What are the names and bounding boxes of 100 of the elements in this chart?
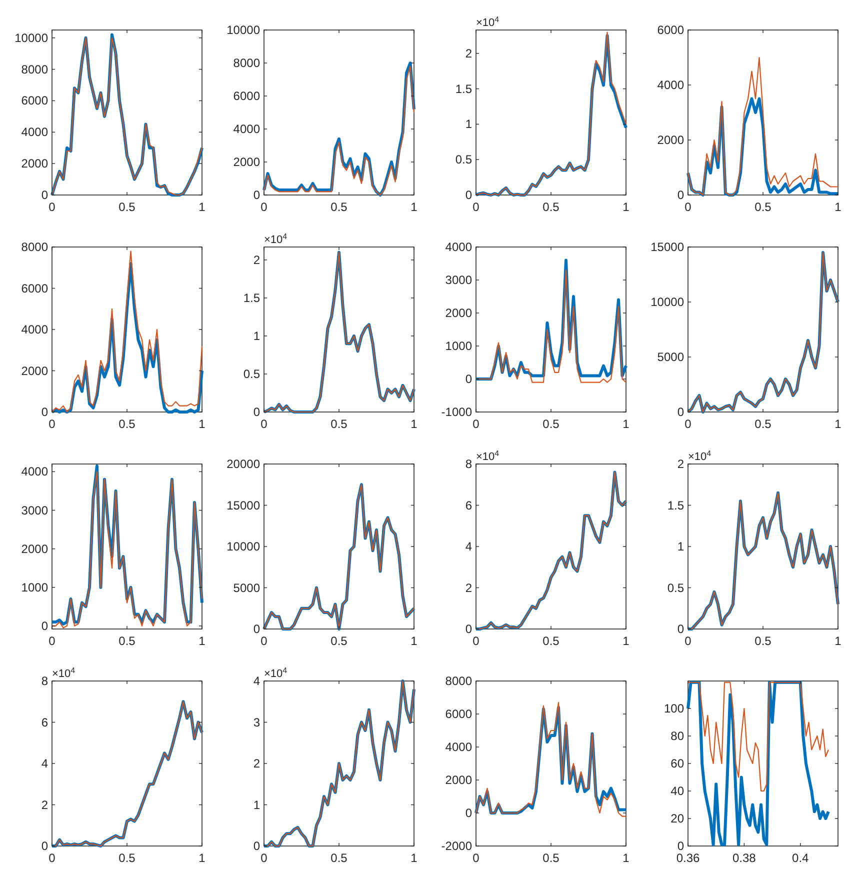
x-tick-label: 0.5 bbox=[330, 634, 348, 648]
y-tick-label: 2000 bbox=[233, 155, 260, 169]
y-tick-label: 0 bbox=[465, 806, 472, 820]
y-tick-label: 0.5 bbox=[243, 366, 260, 381]
x-tick-label: 0.5 bbox=[330, 200, 348, 214]
y-tick-label: 80 bbox=[670, 729, 684, 743]
x-tick-label: 0.38 bbox=[732, 851, 756, 865]
y-tick-label: 0 bbox=[465, 188, 472, 202]
y-tick-label: 4000 bbox=[445, 240, 472, 254]
y-tick-label: 10000 bbox=[226, 540, 260, 554]
y-tick-label: 4000 bbox=[445, 740, 472, 754]
y-tick-label: 0.5 bbox=[667, 580, 684, 595]
y-tick-label: 6000 bbox=[445, 707, 472, 721]
x-tick-label: 0.5 bbox=[118, 417, 136, 431]
y-tick-label: 0.5 bbox=[455, 152, 472, 167]
y-tick-label: 6000 bbox=[233, 89, 260, 103]
y-tick-label: 8000 bbox=[21, 240, 48, 254]
y-tick-label: 10000 bbox=[14, 30, 48, 45]
x-tick-label: 1 bbox=[834, 417, 842, 431]
y-tick-label: 0 bbox=[465, 372, 472, 386]
x-tick-label: 1 bbox=[410, 634, 418, 648]
y-tick-label: 15000 bbox=[650, 240, 684, 254]
y-tick-label: 0 bbox=[41, 618, 48, 633]
y-tick-label: 5000 bbox=[657, 350, 684, 364]
x-tick-label: 1 bbox=[198, 851, 206, 865]
x-tick-label: 1 bbox=[198, 634, 206, 648]
x-tick-label: 0.5 bbox=[754, 417, 772, 431]
y-tick-label: 2 bbox=[465, 580, 472, 595]
x-tick-label: 1 bbox=[834, 634, 842, 648]
y-tick-label: 10000 bbox=[226, 23, 260, 37]
x-tick-label: 0.5 bbox=[754, 200, 772, 214]
y-tick-label: 15000 bbox=[226, 498, 260, 512]
y-tick-label: 1.5 bbox=[667, 498, 684, 512]
x-tick-label: 0.5 bbox=[118, 634, 136, 648]
y-tick-label: 100 bbox=[664, 702, 684, 716]
text: ×10$^{4}$ bbox=[476, 448, 500, 463]
y-tick-label: 2 bbox=[253, 252, 260, 267]
y-tick-label: 2 bbox=[41, 798, 48, 812]
y-tick-label: 20000 bbox=[226, 457, 260, 471]
text: ×10$^{4}$ bbox=[476, 14, 500, 29]
y-tick-label: 2 bbox=[677, 457, 684, 471]
y-tick-label: 20 bbox=[670, 812, 684, 826]
x-tick-label: 1 bbox=[198, 417, 206, 431]
y-tick-label: 6000 bbox=[21, 281, 48, 296]
text: ×10$^{4}$ bbox=[264, 666, 288, 680]
y-tick-label: 5000 bbox=[233, 580, 260, 595]
y-tick-label: 1 bbox=[253, 328, 260, 343]
x-tick-label: 0.5 bbox=[542, 851, 560, 865]
y-tick-label: 2000 bbox=[657, 133, 684, 147]
y-tick-label: 0 bbox=[41, 188, 48, 202]
y-tick-label: 60 bbox=[670, 756, 684, 770]
y-tick-label: 2 bbox=[253, 756, 260, 770]
y-tick-label: 8000 bbox=[21, 62, 48, 76]
y-tick-label: 4000 bbox=[21, 322, 48, 336]
y-tick-label: 1.5 bbox=[243, 290, 260, 305]
y-tick-label: 4000 bbox=[21, 464, 48, 479]
y-tick-label: 8000 bbox=[233, 56, 260, 70]
y-tick-label: 3000 bbox=[445, 273, 472, 287]
y-tick-label: 0 bbox=[253, 405, 260, 419]
x-tick-label: 1 bbox=[622, 634, 630, 648]
y-tick-label: 0 bbox=[677, 405, 684, 419]
y-tick-label: 2 bbox=[465, 46, 472, 60]
x-tick-label: 0.4 bbox=[792, 851, 810, 865]
y-tick-label: 6 bbox=[465, 498, 472, 512]
y-tick-label: 0 bbox=[253, 839, 260, 853]
x-tick-label: 1 bbox=[622, 417, 630, 431]
y-tick-label: 2000 bbox=[21, 364, 48, 378]
y-tick-label: 4 bbox=[253, 674, 260, 688]
y-tick-label: 0 bbox=[677, 188, 684, 202]
x-tick-label: 0.5 bbox=[330, 417, 348, 431]
x-tick-label: 0.5 bbox=[754, 634, 772, 648]
y-tick-label: 1.5 bbox=[455, 82, 472, 96]
x-tick-label: 1 bbox=[410, 417, 418, 431]
x-tick-label: 0.5 bbox=[118, 200, 136, 214]
y-tick-label: 6000 bbox=[657, 23, 684, 37]
x-tick-label: 1 bbox=[622, 851, 630, 865]
x-tick-label: 0.5 bbox=[118, 851, 136, 865]
y-tick-label: 8000 bbox=[445, 674, 472, 688]
y-tick-label: -2000 bbox=[441, 839, 472, 853]
text: ×10$^{4}$ bbox=[52, 666, 76, 680]
x-tick-label: 0.5 bbox=[542, 200, 560, 214]
y-tick-label: 4 bbox=[465, 540, 472, 554]
x-tick-label: 1 bbox=[198, 200, 206, 214]
y-tick-label: 0 bbox=[677, 839, 684, 853]
y-tick-label: -1000 bbox=[441, 405, 472, 419]
x-tick-label: 0.5 bbox=[542, 634, 560, 648]
y-tick-label: 0 bbox=[253, 188, 260, 202]
y-tick-label: 2000 bbox=[21, 542, 48, 556]
x-tick-label: 0.36 bbox=[676, 851, 700, 865]
y-tick-label: 1000 bbox=[21, 580, 48, 594]
text: ×10$^{4}$ bbox=[688, 448, 712, 463]
y-tick-label: 4000 bbox=[657, 78, 684, 92]
x-tick-label: 1 bbox=[410, 200, 418, 214]
y-tick-label: 4 bbox=[41, 756, 48, 770]
x-tick-label: 0.5 bbox=[542, 417, 560, 431]
text: ×10$^{4}$ bbox=[264, 232, 288, 246]
y-tick-label: 0 bbox=[253, 622, 260, 636]
y-tick-label: 4000 bbox=[21, 125, 48, 140]
y-tick-label: 0 bbox=[41, 405, 48, 419]
y-tick-label: 1 bbox=[465, 117, 472, 132]
